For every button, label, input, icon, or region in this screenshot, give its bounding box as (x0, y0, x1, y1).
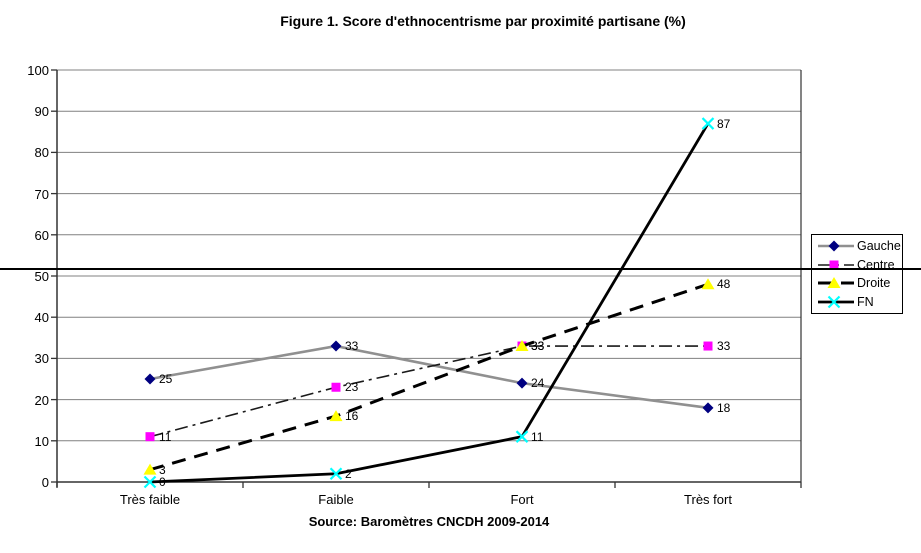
legend-marker-droite (827, 277, 841, 289)
data-label-droite-2: 33 (531, 339, 545, 354)
data-label-gauche-2: 24 (531, 376, 545, 391)
x-axis-label: Très faible (119, 492, 181, 507)
y-axis-label: 70 (34, 186, 49, 202)
series-line-gauche (149, 344, 709, 410)
y-axis-label: 50 (34, 269, 49, 284)
legend-marker-centre (829, 260, 839, 270)
marker-droite-3 (701, 278, 715, 290)
y-axis-label: 20 (34, 392, 49, 408)
data-label-droite-1: 16 (345, 409, 359, 424)
series-line-droite (149, 282, 709, 472)
data-label-droite-0: 3 (159, 462, 166, 477)
data-label-fn-1: 2 (345, 466, 352, 481)
marker-gauche-3 (702, 402, 714, 414)
marker-centre-0 (145, 432, 155, 442)
legend-sample-fn (818, 295, 854, 309)
series-line-centre (149, 345, 708, 438)
data-label-centre-0: 11 (159, 429, 172, 444)
legend-label-fn: FN (857, 294, 874, 309)
marker-droite-0 (143, 463, 157, 475)
marker-droite-2 (515, 340, 529, 352)
marker-centre-1 (331, 382, 341, 392)
data-label-gauche-1: 33 (345, 339, 359, 354)
y-axis-label: 80 (34, 145, 49, 161)
legend: Gauche Centre Droite FN (811, 234, 903, 314)
data-label-fn-3: 87 (717, 116, 731, 131)
marker-gauche-2 (516, 377, 528, 389)
y-axis-label: 30 (34, 351, 49, 367)
marker-fn-0 (143, 475, 157, 489)
data-label-gauche-3: 18 (717, 400, 731, 415)
data-label-centre-3: 33 (717, 339, 731, 354)
marker-gauche-0 (144, 373, 156, 385)
y-axis-label: 40 (34, 310, 49, 326)
data-label-centre-1: 23 (345, 380, 359, 395)
source-caption: Source: Baromètres CNCDH 2009-2014 (308, 514, 550, 529)
data-label-centre-2: 33 (531, 339, 545, 354)
marker-droite-1 (329, 410, 343, 422)
marker-fn-2 (515, 430, 529, 443)
horizontal-rule (0, 268, 921, 270)
legend-label-gauche: Gauche (857, 239, 901, 254)
x-axis-label: Fort (510, 492, 534, 507)
data-label-fn-2: 11 (531, 429, 544, 444)
legend-item-centre: Centre (817, 256, 902, 274)
legend-marker-fn (827, 295, 841, 309)
data-label-gauche-0: 25 (159, 372, 173, 386)
legend-sample-centre (818, 260, 854, 270)
marker-centre-3 (703, 341, 713, 351)
data-label-droite-3: 48 (717, 277, 731, 292)
legend-marker-gauche (828, 240, 840, 252)
legend-sample-gauche (818, 240, 854, 252)
y-axis-label: 100 (27, 63, 49, 78)
y-axis-label: 0 (41, 475, 49, 490)
marker-fn-1 (329, 467, 343, 481)
y-axis-label: 90 (34, 104, 49, 120)
series-line-fn (149, 122, 710, 484)
marker-fn-3 (701, 117, 715, 130)
legend-item-droite: Droite (817, 274, 902, 292)
legend-sample-droite (818, 277, 854, 289)
legend-item-fn: FN (817, 293, 902, 311)
x-axis-label: Très fort (684, 492, 732, 507)
marker-gauche-1 (330, 340, 342, 352)
y-axis-label: 60 (34, 227, 49, 243)
x-axis-label: Faible (318, 492, 354, 507)
legend-item-gauche: Gauche (817, 237, 902, 255)
data-label-fn-0: 0 (159, 475, 166, 489)
y-axis-label: 10 (34, 433, 49, 449)
legend-label-droite: Droite (857, 276, 891, 291)
chart-title: Figure 1. Score d'ethnocentrisme par pro… (280, 13, 686, 29)
